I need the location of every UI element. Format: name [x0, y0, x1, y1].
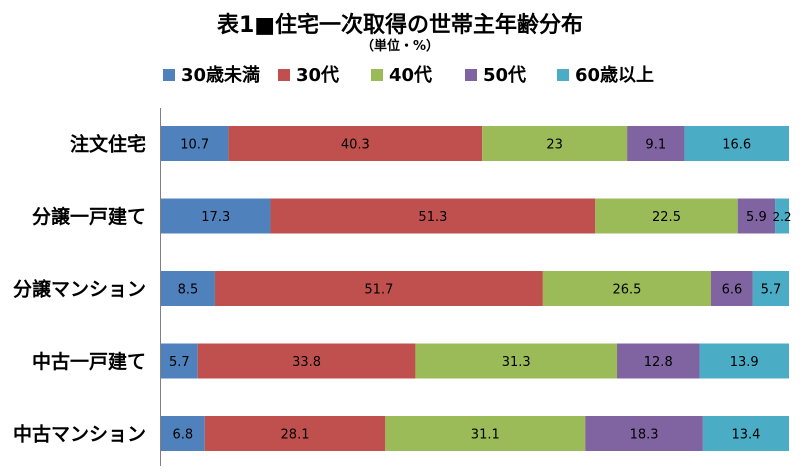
bar-segment [617, 343, 700, 379]
data-label: 26.5 [612, 283, 641, 298]
category-label: 中古マンション [13, 423, 146, 446]
bar-segment [752, 271, 789, 306]
bar-segment [585, 416, 703, 451]
bar-segment [197, 343, 416, 379]
legend-swatch [557, 69, 569, 81]
bar-segment [161, 198, 271, 234]
bar-segment [161, 416, 205, 451]
bar-segment [214, 271, 543, 306]
data-label: 51.3 [418, 210, 447, 225]
data-label: 5.7 [761, 283, 782, 298]
legend-label: 30歳未満 [181, 64, 260, 86]
chart-title: 表1■住宅一次取得の世帯主年齢分布 [217, 12, 583, 38]
data-label: 22.5 [652, 210, 681, 225]
data-label: 2.2 [772, 210, 791, 224]
legend-label: 40代 [389, 65, 432, 86]
data-label: 17.3 [201, 210, 230, 225]
data-label: 9.1 [645, 138, 666, 153]
bar-segment [385, 416, 586, 451]
bar-segment [482, 126, 628, 161]
data-label: 51.7 [364, 283, 393, 298]
bar-segment [627, 126, 685, 161]
bar-segment [684, 126, 789, 161]
bar-segment [699, 343, 789, 379]
bar-segment [775, 198, 789, 234]
category-label: 分譲一戸建て [32, 205, 146, 228]
data-label: 23 [546, 138, 563, 153]
data-label: 31.3 [502, 355, 531, 370]
bar-segment [702, 416, 789, 451]
legend-swatch [278, 69, 290, 81]
bar-segment [415, 343, 618, 379]
data-label: 6.8 [173, 428, 194, 443]
category-label: 中古一戸建て [32, 350, 146, 373]
data-label: 16.6 [722, 138, 751, 153]
bar-segment [737, 198, 776, 234]
legend-swatch [371, 69, 383, 81]
data-label: 6.6 [722, 283, 743, 298]
data-label: 33.8 [292, 355, 321, 370]
category-label: 注文住宅 [70, 133, 146, 156]
data-label: 10.7 [180, 138, 209, 153]
bar-segment [595, 198, 738, 234]
bar-segment [161, 126, 229, 161]
data-label: 12.8 [644, 355, 673, 370]
legend-label: 60歳以上 [575, 65, 654, 86]
legend-swatch [465, 69, 477, 81]
bar-segment [710, 271, 753, 306]
data-label: 40.3 [341, 138, 370, 153]
legend: 30歳未満 30代 40代 50代 60歳以上 [163, 64, 654, 86]
data-label: 31.1 [471, 428, 500, 443]
bar-segment [161, 271, 215, 306]
data-label: 8.5 [178, 283, 199, 298]
legend-label: 30代 [296, 65, 339, 86]
data-label: 5.7 [169, 355, 190, 370]
bar-segment [161, 343, 198, 379]
data-label: 28.1 [281, 428, 310, 443]
chart-subtitle: （単位・%） [361, 38, 439, 54]
bar-segment [542, 271, 711, 306]
category-label: 分譲マンション [13, 278, 146, 301]
bar-segment [270, 198, 596, 234]
bar-segment [204, 416, 386, 451]
legend-label: 50代 [483, 65, 526, 86]
data-label: 5.9 [746, 210, 767, 225]
data-label: 13.4 [731, 428, 760, 443]
data-label: 13.9 [730, 355, 759, 370]
data-label: 18.3 [630, 428, 659, 443]
bars: 10.7 40.3 23 9.1 16.6 17.3 51.3 22.5 5.9 2.2 8.5 51… [161, 126, 792, 451]
legend-swatch [163, 69, 175, 81]
bar-segment [228, 126, 483, 161]
